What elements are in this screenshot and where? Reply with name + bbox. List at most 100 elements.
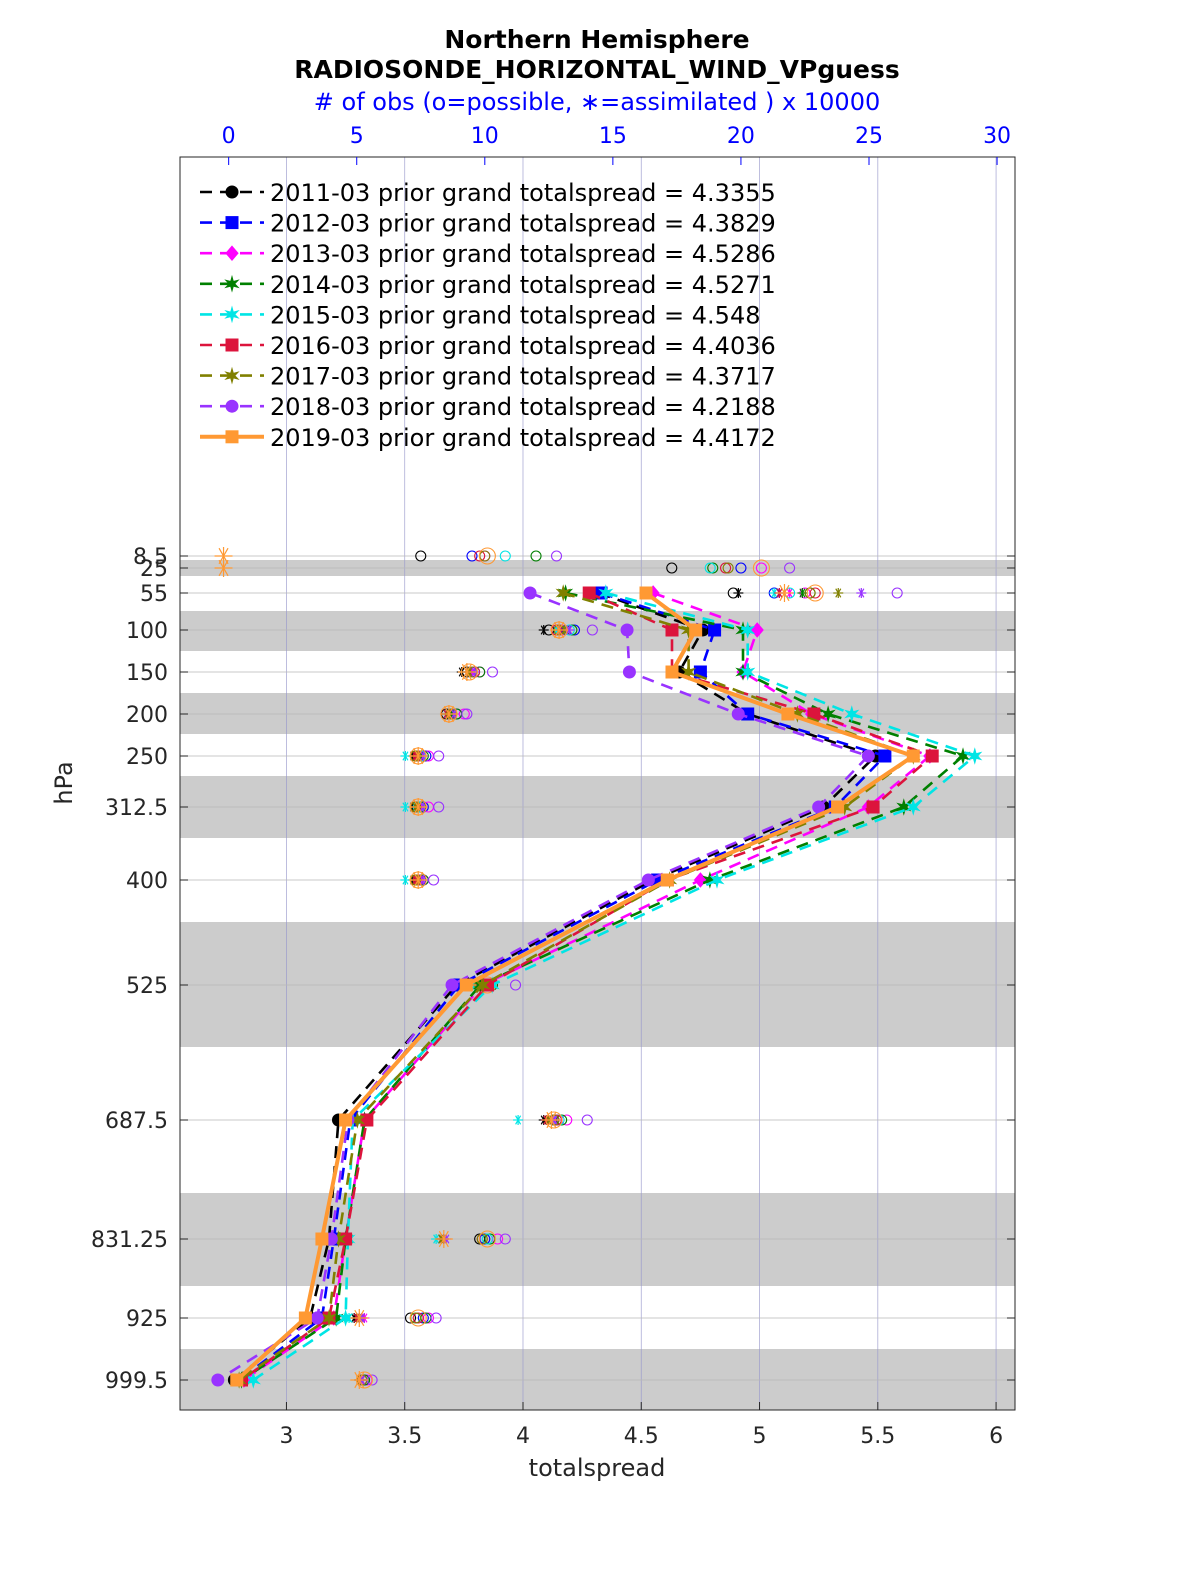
obs-assimilated-marker [409,798,428,816]
obs-possible-marker [417,1312,429,1324]
series-layer [211,584,983,1389]
top-tick-label: 15 [599,124,627,149]
obs-possible-marker [891,587,903,599]
obs-possible-marker [433,801,445,813]
obs-assimilated-marker [797,588,808,598]
legend-entry: 2019-03 prior grand totalspread = 4.4172 [270,424,776,452]
series-point [660,873,674,887]
x-tick-label: 5.5 [860,1424,895,1449]
series-line [243,591,932,1382]
obs-possible-marker [735,562,747,574]
level-band [180,693,1015,734]
series-point [740,663,756,681]
x-tick-label: 4 [516,1424,530,1449]
level-band [180,1193,1015,1286]
obs-assimilated-marker [513,1115,524,1125]
series-point [820,705,836,723]
series-point [445,978,459,992]
y-tick-label: 150 [126,661,168,686]
legend-entry: 2016-03 prior grand totalspread = 4.4036 [270,332,776,360]
series-point [665,665,679,679]
x-axis-label: totalspread [529,1454,666,1482]
series-point [315,1232,329,1246]
obs-possible-marker [586,624,598,636]
obs-possible-marker [478,1230,496,1248]
obs-possible-marker [550,550,563,562]
series-point [639,586,653,600]
top-tick-label: 10 [471,124,499,149]
legend-entry: 2012-03 prior grand totalspread = 4.3829 [270,210,776,238]
top-tick-label: 5 [350,124,364,149]
top-tick-label: 20 [727,124,755,149]
obs-possible-marker [461,708,473,720]
chart-subtitle: RADIOSONDE_HORIZONTAL_WIND_VPguess [294,55,899,84]
obs-possible-marker [486,666,499,678]
series-point [298,1311,312,1325]
series-point [620,623,634,637]
series-line [217,591,870,1382]
legend-entry: 2014-03 prior grand totalspread = 4.5271 [270,271,776,299]
obs-possible-marker [458,708,470,720]
series-point [337,1309,354,1327]
obs-possible-marker [806,584,824,602]
obs-assimilated-marker [542,1111,561,1129]
obs-possible-marker [707,562,719,574]
y-tick-label: 999.5 [105,1369,168,1394]
series-point [925,749,939,763]
observation-count-markers [214,547,903,1389]
y-tick-label: 250 [126,745,168,770]
legend-marker [225,216,239,230]
series-point [665,623,679,637]
y-tick-label: 55 [140,582,168,607]
level-band [180,922,1015,1047]
legend-entry: 2017-03 prior grand totalspread = 4.3717 [270,363,776,391]
series-point [641,873,655,887]
series-point [360,1113,374,1127]
obs-possible-marker [430,1312,442,1324]
series-line [240,591,934,1382]
legend-marker [224,305,240,324]
obs-possible-marker [412,1312,424,1324]
x-tick-label: 3.5 [387,1424,422,1449]
top-tick-label: 30 [983,124,1011,149]
obs-assimilated-marker [769,588,780,598]
obs-assimilated-marker [350,1371,369,1389]
top-tick-label: 0 [222,124,236,149]
y-tick-label: 525 [126,974,168,999]
series-point [321,1309,337,1327]
obs-possible-marker [530,550,542,562]
series-point [708,623,722,637]
series-point [861,749,875,763]
obs-assimilated-marker [856,588,867,598]
top-axis-label: # of obs (o=possible, ∗=assimilated ) x … [314,88,880,116]
series-point [906,749,920,763]
obs-possible-marker [433,750,445,762]
series-point [740,621,756,639]
legend-marker [224,274,240,293]
obs-possible-marker [428,874,440,886]
series-point [339,1113,353,1127]
obs-possible-marker [415,550,427,562]
series-point [211,1373,225,1387]
y-axis-label: hPa [50,761,78,804]
series-point [555,584,571,602]
legend-entry: 2015-03 prior grand totalspread = 4.548 [270,301,760,329]
series-point [689,623,703,637]
plot-area-frame [179,156,1016,1411]
obs-assimilated-marker [400,751,411,761]
series-point [896,798,912,816]
series-line [235,591,916,1382]
series-point [459,978,473,992]
series-point [598,584,614,602]
obs-possible-marker [478,547,496,565]
obs-possible-marker [509,979,522,991]
obs-possible-marker [755,562,767,574]
series-point [523,586,537,600]
series-point [622,665,636,679]
series-point [866,800,880,814]
legend-marker [225,245,239,261]
obs-assimilated-marker [400,802,411,812]
obs-assimilated-marker [457,663,476,681]
y-tick-label: 312.5 [105,796,168,821]
y-tick-label: 687.5 [105,1109,168,1134]
